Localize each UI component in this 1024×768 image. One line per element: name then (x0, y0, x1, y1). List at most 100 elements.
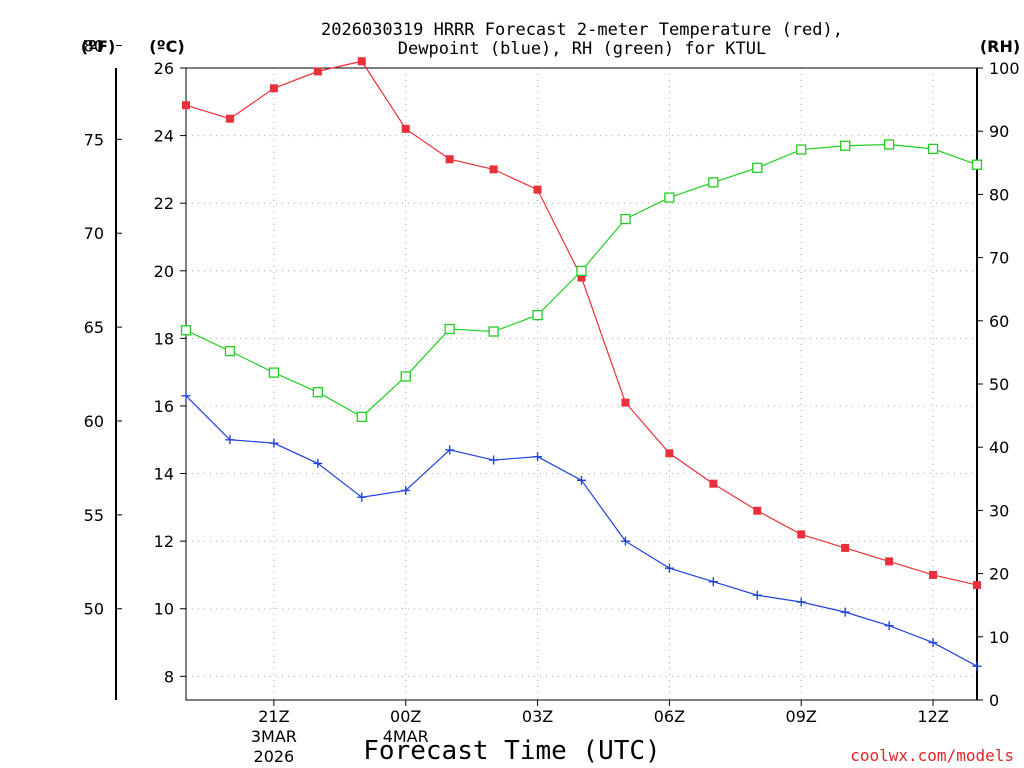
temperature-point (313, 67, 322, 76)
celsius-tick-label: 26 (154, 59, 174, 78)
dewpoint-point (181, 391, 191, 401)
temperature-point (225, 114, 234, 123)
dewpoint-point (401, 485, 411, 495)
time-tick-label: 03Z (522, 707, 553, 726)
fahrenheit-tick-label: 65 (84, 318, 104, 337)
rh-point (927, 143, 939, 155)
temperature-point (929, 570, 938, 579)
temperature-point (709, 479, 718, 488)
dewpoint-line (185, 395, 978, 667)
rh-tick-label: 70 (989, 249, 1009, 268)
dewpoint-point (752, 590, 762, 600)
fahrenheit-tick-label: 70 (84, 224, 104, 243)
time-tick-label: 12Z (917, 707, 948, 726)
temperature-point (841, 543, 850, 552)
celsius-tick-label: 8 (164, 667, 174, 686)
dewpoint-point (269, 438, 279, 448)
x-axis-title: Forecast Time (UTC) (363, 736, 660, 766)
temperature-point (665, 449, 674, 458)
dewpoint-point (489, 455, 499, 465)
rh-tick-label: 20 (989, 565, 1009, 584)
rh-point (444, 323, 455, 335)
rh-point (840, 140, 851, 151)
fahrenheit-tick-label: 75 (84, 130, 104, 149)
time-tick-label: 00Z (390, 707, 421, 726)
dewpoint-point (840, 607, 850, 617)
dewpoint-point (445, 445, 455, 455)
rh-point (268, 367, 280, 378)
fahrenheit-unit-label: (ºF) (81, 37, 116, 56)
plot-frame (185, 67, 978, 701)
temperature-point (753, 506, 762, 515)
temperature-point (973, 581, 981, 590)
time-tick-label: 21Z (258, 707, 289, 726)
dewpoint-point (225, 435, 235, 445)
rh-point (620, 213, 631, 225)
dewpoint-point (357, 492, 367, 502)
rh-point (576, 265, 587, 277)
dewpoint-point (620, 536, 630, 546)
celsius-tick-label: 24 (154, 127, 174, 146)
rh-point (180, 325, 192, 336)
dewpoint-point (664, 563, 674, 573)
dewpoint-point (972, 661, 982, 671)
dewpoint-point (928, 638, 938, 648)
rh-point (971, 159, 983, 170)
data-series (180, 57, 983, 671)
rh-unit-label: (RH) (980, 37, 1020, 56)
temperature-line (185, 60, 978, 586)
celsius-tick-label: 20 (154, 262, 174, 281)
rh-point (796, 144, 807, 155)
rh-point (224, 345, 236, 357)
temperature-point (445, 155, 454, 164)
dewpoint-point (533, 452, 543, 462)
dewpoint-point (577, 475, 586, 485)
dewpoint-point (708, 577, 718, 587)
temperature-point (797, 530, 806, 539)
rh-tick-label: 0 (989, 691, 999, 710)
fahrenheit-tick-label: 50 (84, 600, 104, 619)
fahrenheit-tick-label: 80 (84, 36, 104, 55)
celsius-tick-label: 16 (154, 397, 174, 416)
time-tick-sublabel: 2026 (254, 747, 295, 766)
rh-tick-label: 50 (989, 375, 1009, 394)
dewpoint-point (884, 621, 894, 631)
rh-point (752, 162, 763, 174)
temperature-point (533, 185, 542, 194)
rh-point (708, 177, 719, 188)
temperature-point (885, 557, 894, 566)
rh-tick-label: 10 (989, 628, 1009, 647)
rh-point (312, 387, 323, 398)
celsius-tick-label: 14 (154, 465, 174, 484)
dewpoint-point (796, 597, 806, 607)
temperature-point (269, 84, 278, 93)
rh-tick-label: 30 (989, 501, 1009, 520)
celsius-tick-label: 10 (154, 600, 174, 619)
rh-point (488, 326, 499, 337)
temperature-point (489, 165, 498, 174)
fahrenheit-tick-label: 55 (84, 506, 104, 525)
time-tick-sublabel: 3MAR (251, 727, 297, 746)
fahrenheit-tick-label: 60 (84, 412, 104, 431)
temperature-point (401, 124, 410, 133)
celsius-tick-label: 12 (154, 532, 174, 551)
rh-tick-label: 80 (989, 185, 1009, 204)
temperature-point (621, 398, 630, 407)
time-tick-label: 06Z (654, 707, 685, 726)
rh-tick-label: 100 (989, 59, 1020, 78)
rh-tick-label: 90 (989, 122, 1009, 141)
temperature-point (357, 57, 366, 66)
rh-point (883, 139, 895, 150)
rh-point (664, 192, 675, 203)
time-tick-label: 09Z (786, 707, 817, 726)
chart-title-line-1: 2026030319 HRRR Forecast 2-meter Tempera… (321, 20, 843, 40)
credit-text: coolwx.com/models (850, 746, 1014, 765)
time-tick-sublabel: 4MAR (383, 727, 429, 746)
tick-labels: 8 10 12 14 16 18 20 22 24 26 50 55 60 65 70 75 80 0 10 20 30… (84, 36, 1020, 766)
celsius-tick-label: 22 (154, 194, 174, 213)
temperature-point (577, 273, 586, 282)
celsius-tick-label: 18 (154, 329, 174, 348)
rh-point (532, 309, 543, 321)
celsius-unit-label: (ºC) (149, 37, 184, 56)
